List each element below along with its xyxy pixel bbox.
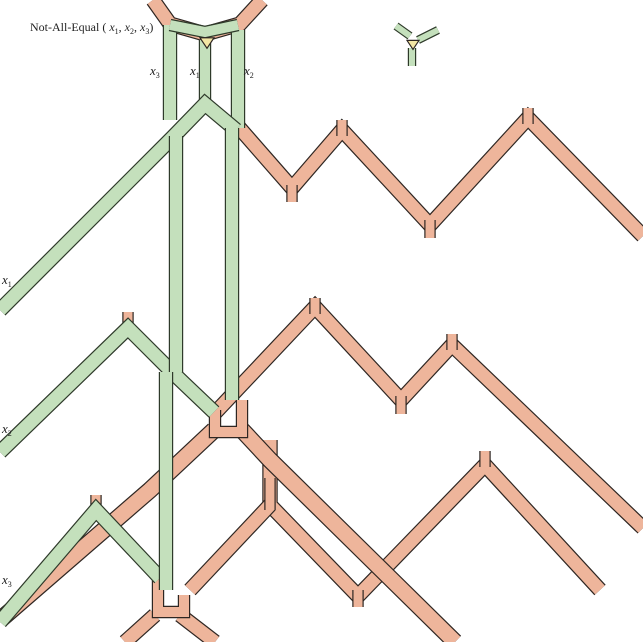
gadget-title: Not-All-Equal ( x1, x2, x3) — [30, 20, 153, 36]
title-arg-x1-sub: 1 — [115, 27, 119, 36]
label-left-x1: x1 — [1, 272, 12, 289]
orange-wire-diag-left — [0, 424, 220, 626]
label-top-x3: x3 — [149, 63, 160, 80]
triangle-gadget-legend — [405, 39, 421, 51]
green-wire-x3-diag — [0, 500, 165, 627]
green-wire-x2-diag — [0, 318, 219, 457]
title-arg-x1: x — [108, 20, 115, 34]
orange-wire-diag-low — [185, 500, 275, 595]
green-wire-top-join — [169, 20, 240, 38]
title-arg-x3-sub: 3 — [145, 27, 149, 36]
title-arg-x3: x — [139, 20, 146, 34]
gadget-title-name: Not-All-Equal — [30, 20, 100, 34]
title-arg-x2: x — [124, 20, 131, 34]
label-left-x2: x2 — [1, 421, 12, 438]
orange-gadget-box-2 — [153, 578, 189, 617]
title-arg-x2-sub: 2 — [130, 27, 134, 36]
orange-gadget-box-1 — [210, 400, 247, 437]
triangle-gadget-main — [198, 37, 216, 50]
label-top-x1: x1 — [189, 63, 200, 80]
label-left-x3: x3 — [1, 572, 12, 589]
green-wire-x1-diag — [0, 95, 241, 315]
legend-wire-left — [394, 23, 412, 39]
orange-wire-bottom-left — [120, 610, 160, 642]
orange-wire-zigzag-1 — [231, 108, 643, 241]
orange-wire-bottom-right — [176, 609, 219, 642]
label-top-x2: x2 — [243, 63, 254, 80]
orange-wire-diag-right — [236, 424, 461, 642]
legend-wire-right — [416, 27, 440, 43]
orange-wire-zigzag-2 — [209, 297, 643, 533]
